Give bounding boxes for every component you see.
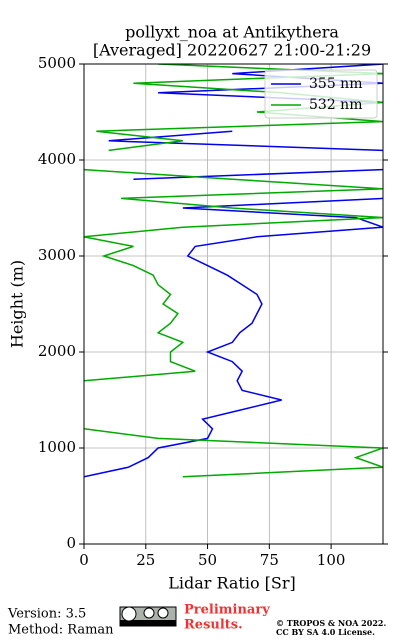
y-tick-label: 3000 — [38, 246, 76, 264]
copyright: CC BY SA 4.0 License. — [276, 627, 375, 637]
license-badge — [119, 606, 177, 627]
y-tick-label: 5000 — [38, 54, 76, 72]
legend-box — [264, 69, 378, 119]
x-tick-label: 25 — [136, 551, 155, 569]
notice: Results. — [184, 618, 243, 633]
y-tick-label: 2000 — [38, 342, 76, 360]
chart-title: pollyxt_noa at Antikythera — [125, 23, 339, 42]
y-tick-label: 4000 — [38, 150, 76, 168]
x-axis-label: Lidar Ratio [Sr] — [168, 574, 296, 593]
y-tick-label: 1000 — [38, 438, 76, 456]
data-line — [84, 64, 383, 478]
version: Version: 3.5 — [7, 607, 86, 622]
copyright: © TROPOS & NOA 2022. — [276, 618, 386, 628]
x-tick-label: 75 — [260, 551, 279, 569]
method: Method: Raman — [8, 623, 114, 638]
plot-area — [83, 63, 383, 545]
x-tick-label: 0 — [79, 551, 89, 569]
legend-label: 532 nm — [309, 97, 362, 113]
x-tick-label: 50 — [198, 551, 217, 569]
legend-label: 355 nm — [309, 76, 362, 92]
y-tick-label: 0 — [66, 534, 76, 552]
axes-frame — [83, 63, 384, 545]
chart-title: [Averaged] 20220627 21:00-21:29 — [93, 41, 371, 60]
notice: Preliminary — [184, 603, 270, 618]
x-tick-label: 100 — [317, 551, 346, 569]
y-axis-label: Height (m) — [8, 260, 27, 348]
data-line — [84, 64, 383, 478]
